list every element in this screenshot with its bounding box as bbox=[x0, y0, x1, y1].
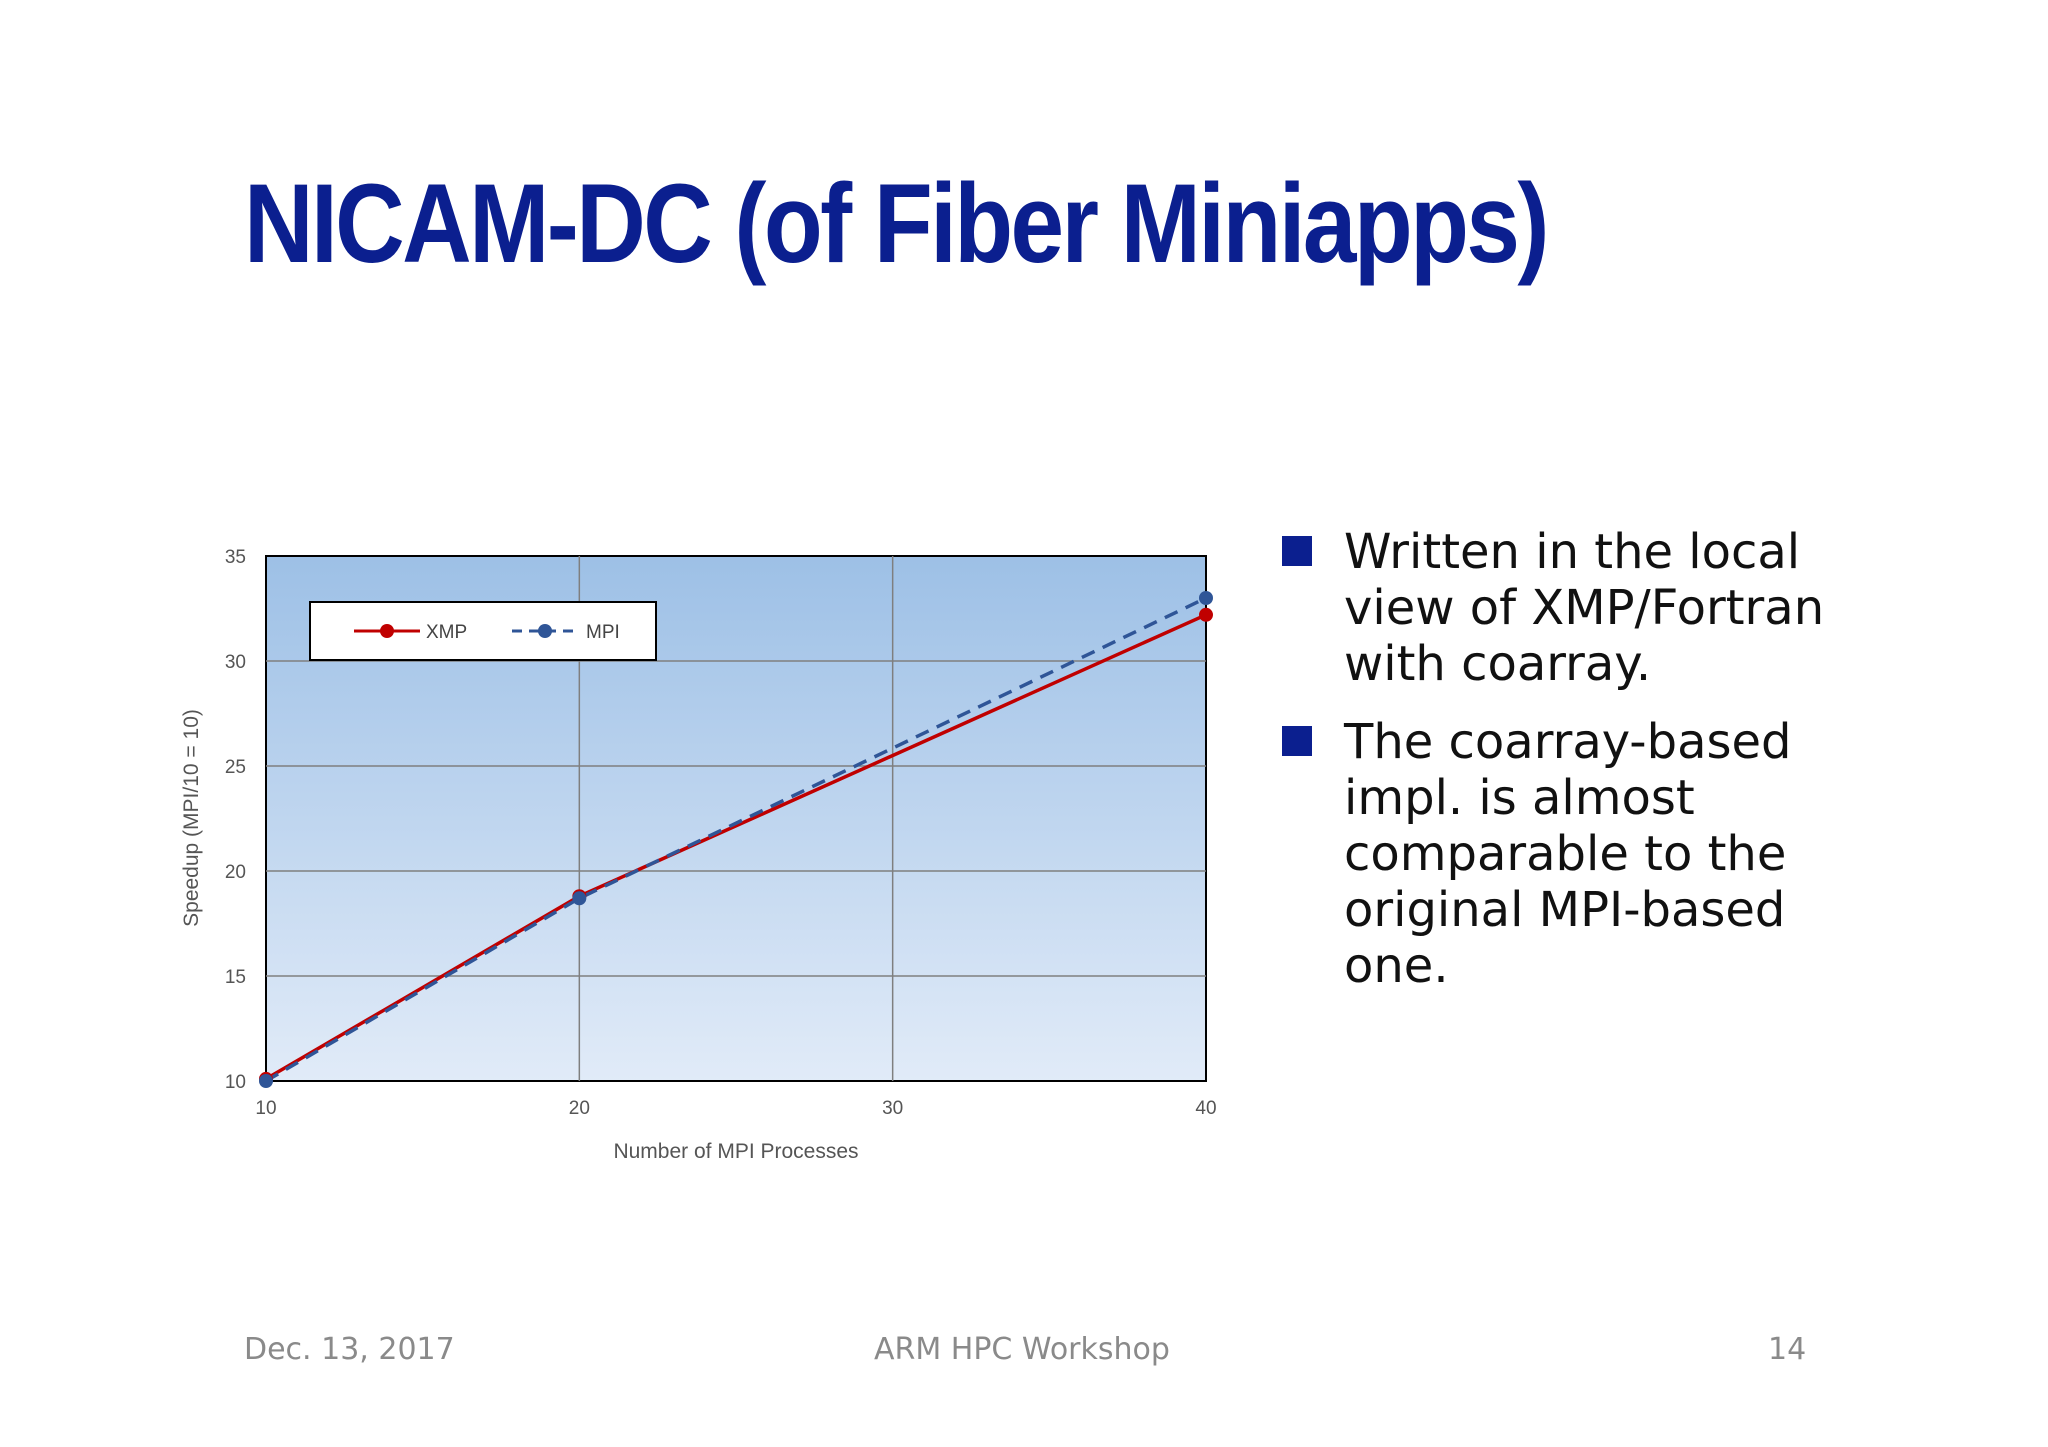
series-points bbox=[259, 591, 1213, 1088]
y-tick-label: 10 bbox=[225, 1072, 246, 1093]
x-tick-label: 10 bbox=[255, 1098, 276, 1119]
y-tick-label: 15 bbox=[225, 967, 246, 988]
legend-label-mpi: MPI bbox=[586, 622, 620, 643]
data-point-mpi bbox=[572, 891, 587, 906]
slide-title: NICAM-DC (of Fiber Miniapps) bbox=[244, 161, 1549, 286]
x-tick-label: 30 bbox=[882, 1098, 903, 1119]
data-point-xmp bbox=[1199, 607, 1213, 622]
x-tick-label: 20 bbox=[569, 1098, 590, 1119]
bullet-item: The coarray-based impl. is almost compar… bbox=[1282, 714, 1842, 994]
tick-labels: 10 15 20 25 30 35 10 20 30 40 bbox=[225, 547, 1217, 1119]
y-axis-label: Speedup (MPI/10 = 10) bbox=[180, 709, 203, 927]
page-number: 14 bbox=[1768, 1332, 1807, 1367]
data-point-mpi bbox=[259, 1074, 273, 1088]
chart-svg: 10 15 20 25 30 35 10 20 30 40 Number of MPI Proce… bbox=[180, 547, 1217, 1163]
legend-marker-xmp bbox=[380, 624, 394, 638]
y-tick-label: 20 bbox=[225, 862, 246, 883]
square-bullet-icon bbox=[1282, 536, 1312, 566]
y-tick-label: 30 bbox=[225, 652, 246, 673]
x-tick-label: 40 bbox=[1195, 1098, 1216, 1119]
legend-marker-mpi bbox=[538, 624, 552, 638]
y-tick-label: 35 bbox=[225, 547, 246, 568]
footer-event: ARM HPC Workshop bbox=[874, 1332, 1170, 1367]
chart-legend: XMP MPI bbox=[309, 601, 657, 661]
legend-label-xmp: XMP bbox=[426, 622, 467, 643]
data-point-mpi bbox=[1199, 591, 1213, 605]
y-tick-label: 25 bbox=[225, 757, 246, 778]
bullet-text: The coarray-based impl. is almost compar… bbox=[1344, 714, 1792, 994]
bullet-item: Written in the local view of XMP/Fortran… bbox=[1282, 524, 1842, 692]
square-bullet-icon bbox=[1282, 726, 1312, 756]
x-axis-label: Number of MPI Processes bbox=[613, 1140, 858, 1163]
footer-date: Dec. 13, 2017 bbox=[244, 1332, 455, 1367]
speedup-chart: 10 15 20 25 30 35 10 20 30 40 Number of MPI Proce… bbox=[160, 530, 1280, 1180]
bullet-list: Written in the local view of XMP/Fortran… bbox=[1282, 524, 1842, 1016]
bullet-text: Written in the local view of XMP/Fortran… bbox=[1344, 524, 1825, 692]
series-line-mpi bbox=[265, 596, 1207, 1083]
